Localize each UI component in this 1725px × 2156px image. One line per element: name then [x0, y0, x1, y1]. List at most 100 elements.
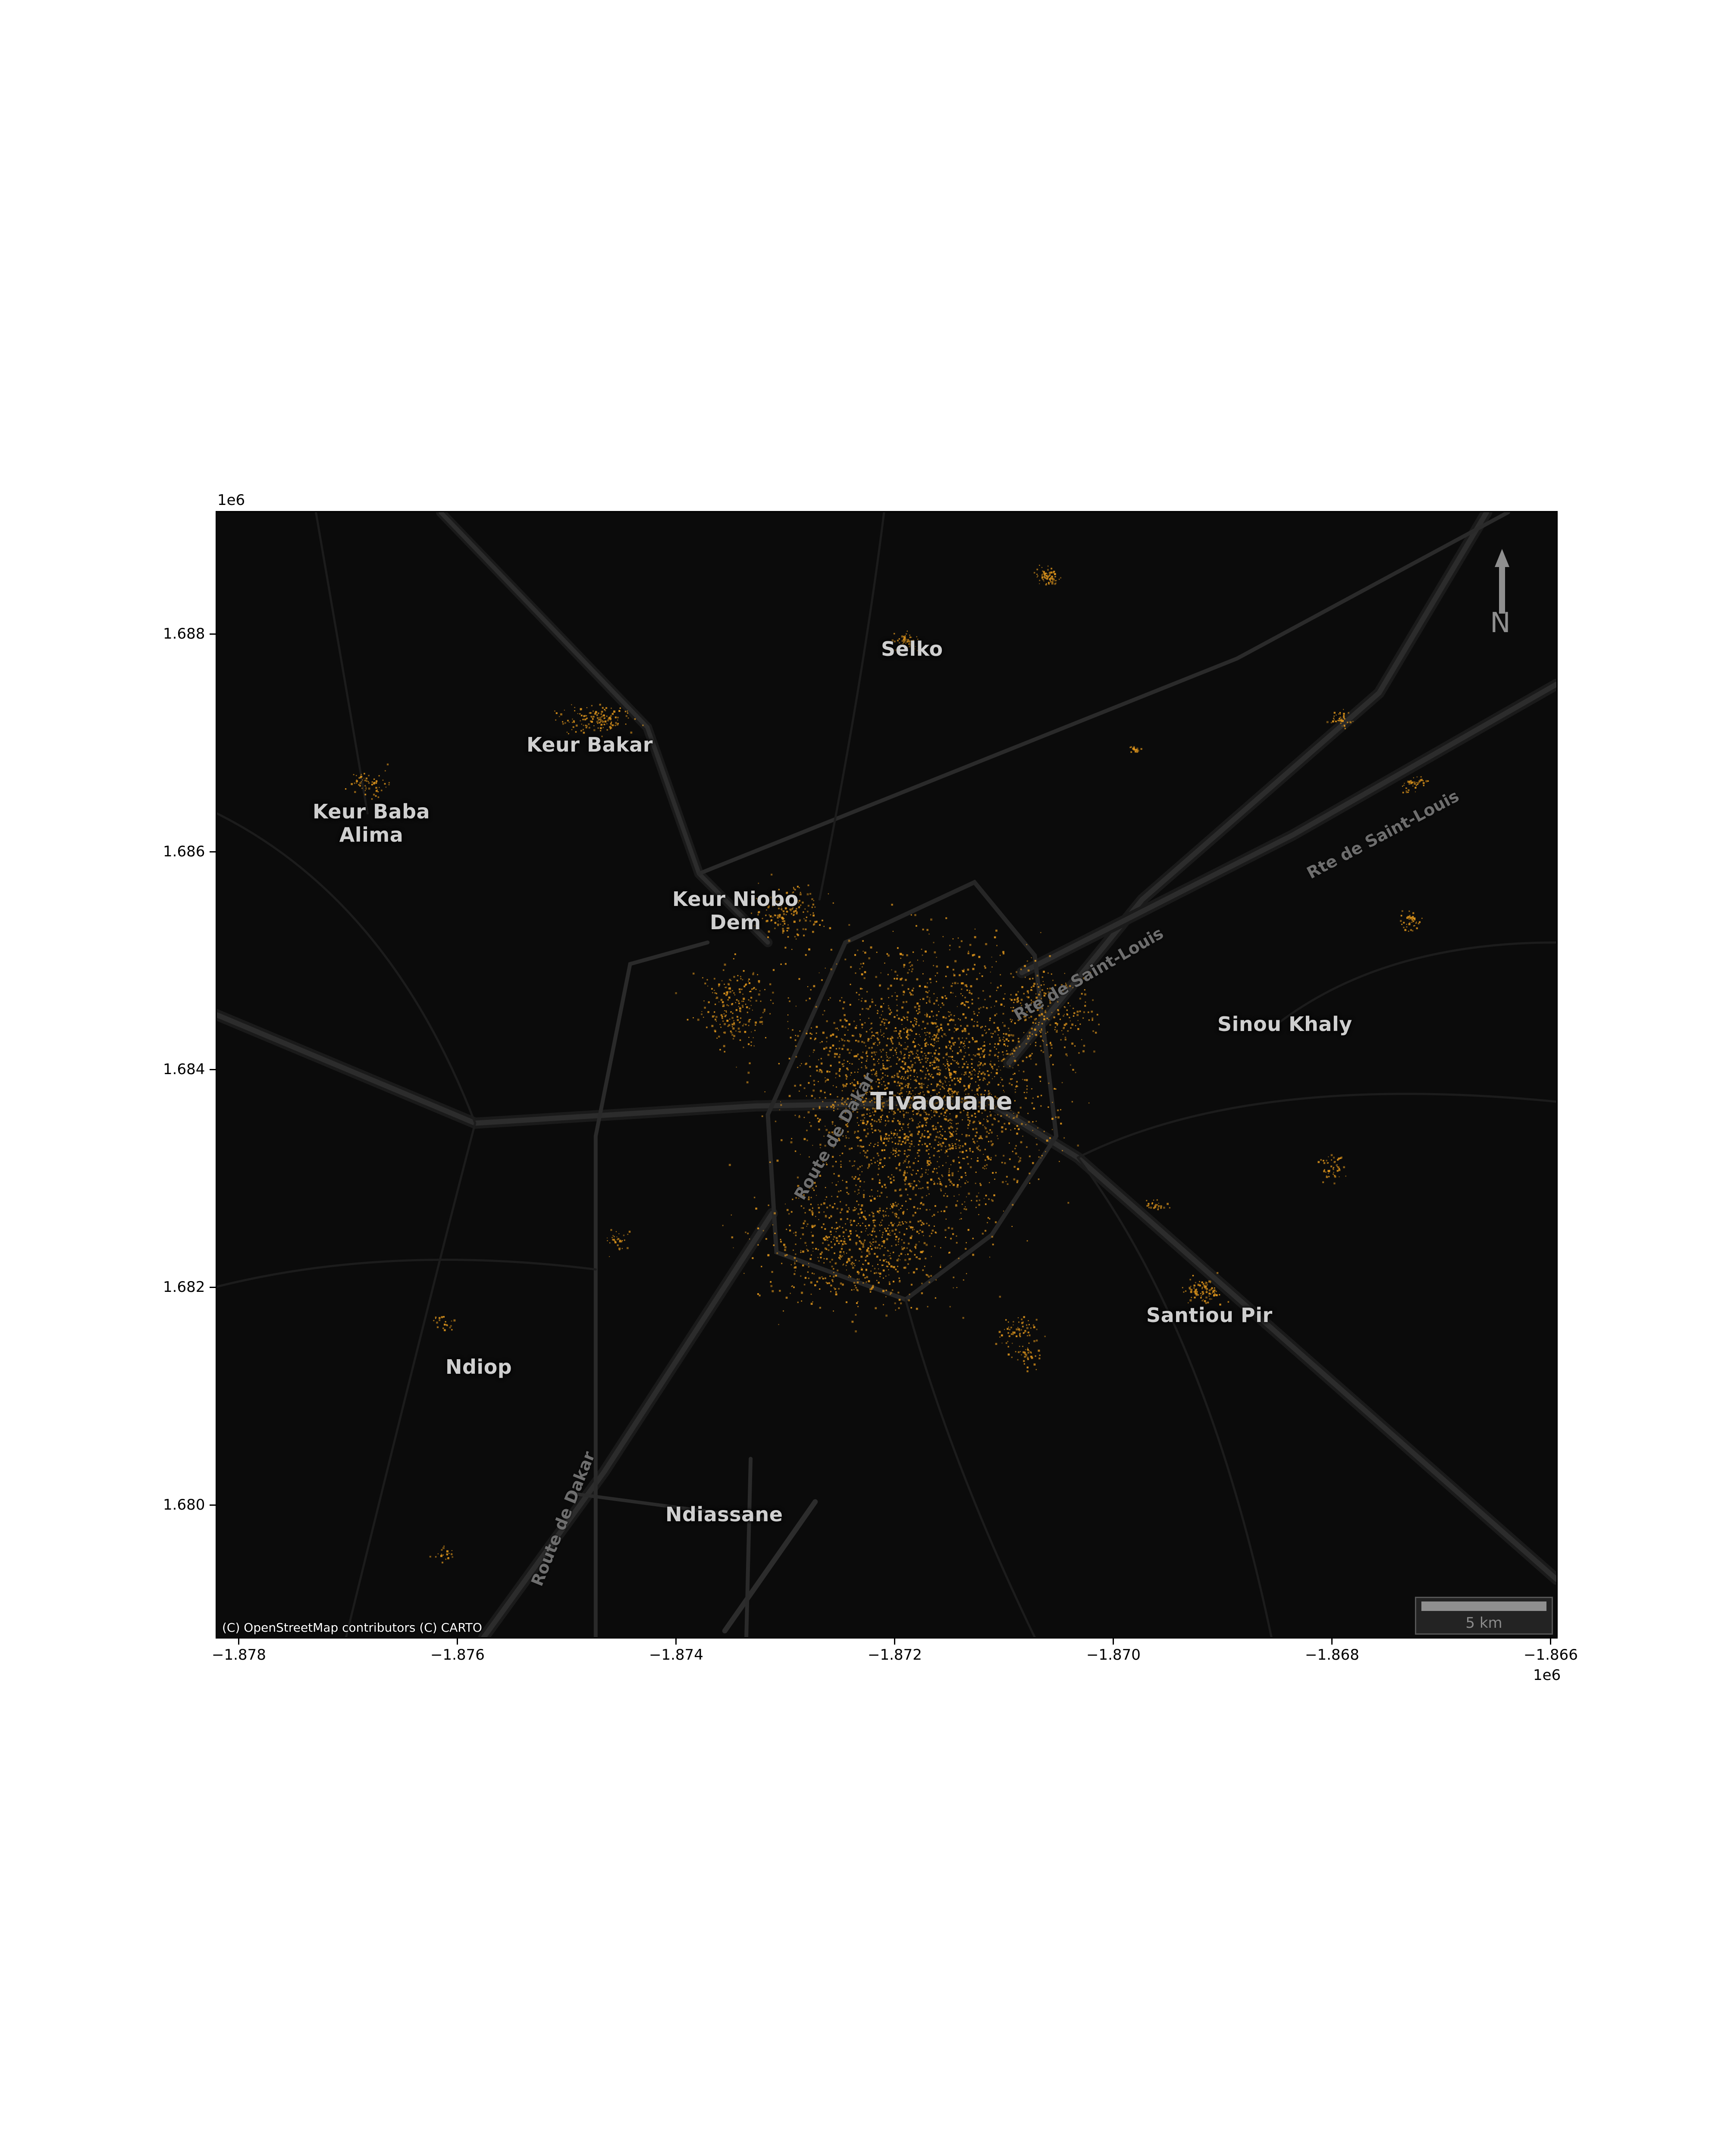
settlement-point: [926, 1117, 928, 1119]
settlement-point: [955, 1146, 957, 1147]
settlement-point: [1022, 1345, 1024, 1347]
settlement-point: [1045, 583, 1047, 586]
settlement-point: [1403, 927, 1405, 928]
settlement-point: [889, 652, 891, 654]
settlement-point: [827, 1079, 829, 1081]
settlement-point: [834, 1125, 836, 1126]
settlement-point: [354, 782, 355, 784]
settlement-point: [757, 1227, 759, 1229]
settlement-point: [910, 1093, 912, 1095]
settlement-point: [1022, 1079, 1023, 1080]
settlement-point: [575, 724, 578, 727]
settlement-point: [793, 910, 795, 913]
settlement-point: [917, 639, 919, 640]
settlement-point: [1073, 1008, 1074, 1009]
settlement-point: [864, 1210, 866, 1212]
settlement-point: [919, 1097, 920, 1098]
settlement-point: [883, 1081, 885, 1083]
settlement-point: [731, 1034, 734, 1036]
settlement-point: [1130, 751, 1132, 753]
settlement-point: [859, 1036, 861, 1037]
settlement-point: [907, 1017, 909, 1018]
settlement-point: [921, 1168, 922, 1169]
settlement-point: [1049, 578, 1051, 580]
settlement-point: [903, 640, 906, 642]
settlement-point: [1026, 1240, 1028, 1242]
settlement-point: [1188, 1302, 1189, 1304]
settlement-point: [1016, 1180, 1019, 1182]
settlement-point: [978, 1008, 980, 1010]
settlement-point: [809, 1187, 811, 1189]
settlement-point: [881, 1166, 884, 1168]
settlement-point: [963, 1158, 965, 1159]
settlement-point: [1017, 1327, 1019, 1328]
scale-bar-label: 5 km: [1465, 1614, 1502, 1632]
settlement-point: [1061, 1030, 1063, 1031]
settlement-point: [962, 1317, 964, 1319]
settlement-point: [965, 1144, 966, 1146]
settlement-point: [848, 1052, 851, 1054]
settlement-point: [969, 991, 971, 994]
settlement-point: [998, 1331, 1001, 1333]
settlement-point: [905, 1048, 907, 1050]
settlement-point: [962, 1058, 964, 1060]
settlement-point: [906, 1135, 908, 1137]
settlement-point: [918, 1123, 919, 1125]
settlement-point: [911, 640, 913, 642]
settlement-point: [884, 1022, 885, 1024]
settlement-point: [925, 1274, 927, 1276]
settlement-point: [907, 1263, 909, 1265]
settlement-point: [583, 724, 584, 726]
settlement-point: [898, 1299, 901, 1301]
settlement-point: [1056, 1023, 1058, 1025]
settlement-point: [945, 1017, 947, 1019]
settlement-point: [794, 889, 796, 890]
settlement-point: [834, 1252, 835, 1254]
settlement-point: [848, 1275, 850, 1276]
settlement-point: [1024, 1330, 1026, 1332]
settlement-point: [991, 1123, 994, 1126]
settlement-point: [972, 1151, 974, 1153]
settlement-point: [1023, 1092, 1025, 1094]
settlement-point: [797, 1185, 800, 1187]
settlement-point: [971, 1158, 972, 1159]
settlement-point: [870, 1022, 872, 1025]
settlement-point: [814, 1225, 816, 1226]
settlement-point: [933, 1147, 935, 1149]
settlement-point: [610, 707, 612, 709]
settlement-point: [917, 1133, 919, 1135]
settlement-point: [880, 1222, 881, 1223]
settlement-point: [1013, 1002, 1015, 1003]
settlement-point: [823, 1262, 825, 1264]
settlement-point: [839, 1236, 840, 1237]
settlement-point: [1057, 1109, 1059, 1111]
settlement-point: [869, 1085, 870, 1087]
settlement-point: [828, 1249, 830, 1251]
settlement-point: [912, 968, 914, 970]
settlement-point: [922, 1021, 924, 1023]
settlement-point: [948, 1144, 950, 1146]
settlement-point: [442, 1554, 444, 1556]
settlement-point: [704, 982, 706, 984]
settlement-point: [835, 1231, 837, 1232]
settlement-point: [873, 1219, 875, 1221]
settlement-point: [794, 1115, 796, 1116]
settlement-point: [908, 1299, 910, 1301]
settlement-point: [922, 1223, 925, 1225]
settlement-point: [873, 1097, 875, 1099]
settlement-point: [897, 1108, 899, 1111]
settlement-point: [762, 1023, 763, 1025]
settlement-point: [607, 719, 609, 721]
settlement-point: [437, 1553, 439, 1554]
settlement-point: [882, 1214, 884, 1216]
settlement-point: [558, 716, 560, 718]
settlement-point: [1070, 1027, 1072, 1029]
settlement-point: [1051, 973, 1052, 975]
map-panel[interactable]: Selko Keur Bakar Keur Baba Alima Keur Ni…: [216, 511, 1558, 1639]
settlement-point: [942, 1083, 944, 1085]
settlement-point: [1403, 921, 1405, 924]
settlement-point: [909, 1198, 910, 1200]
settlement-point: [903, 1160, 906, 1163]
settlement-point: [897, 947, 899, 949]
settlement-point: [938, 1061, 940, 1062]
